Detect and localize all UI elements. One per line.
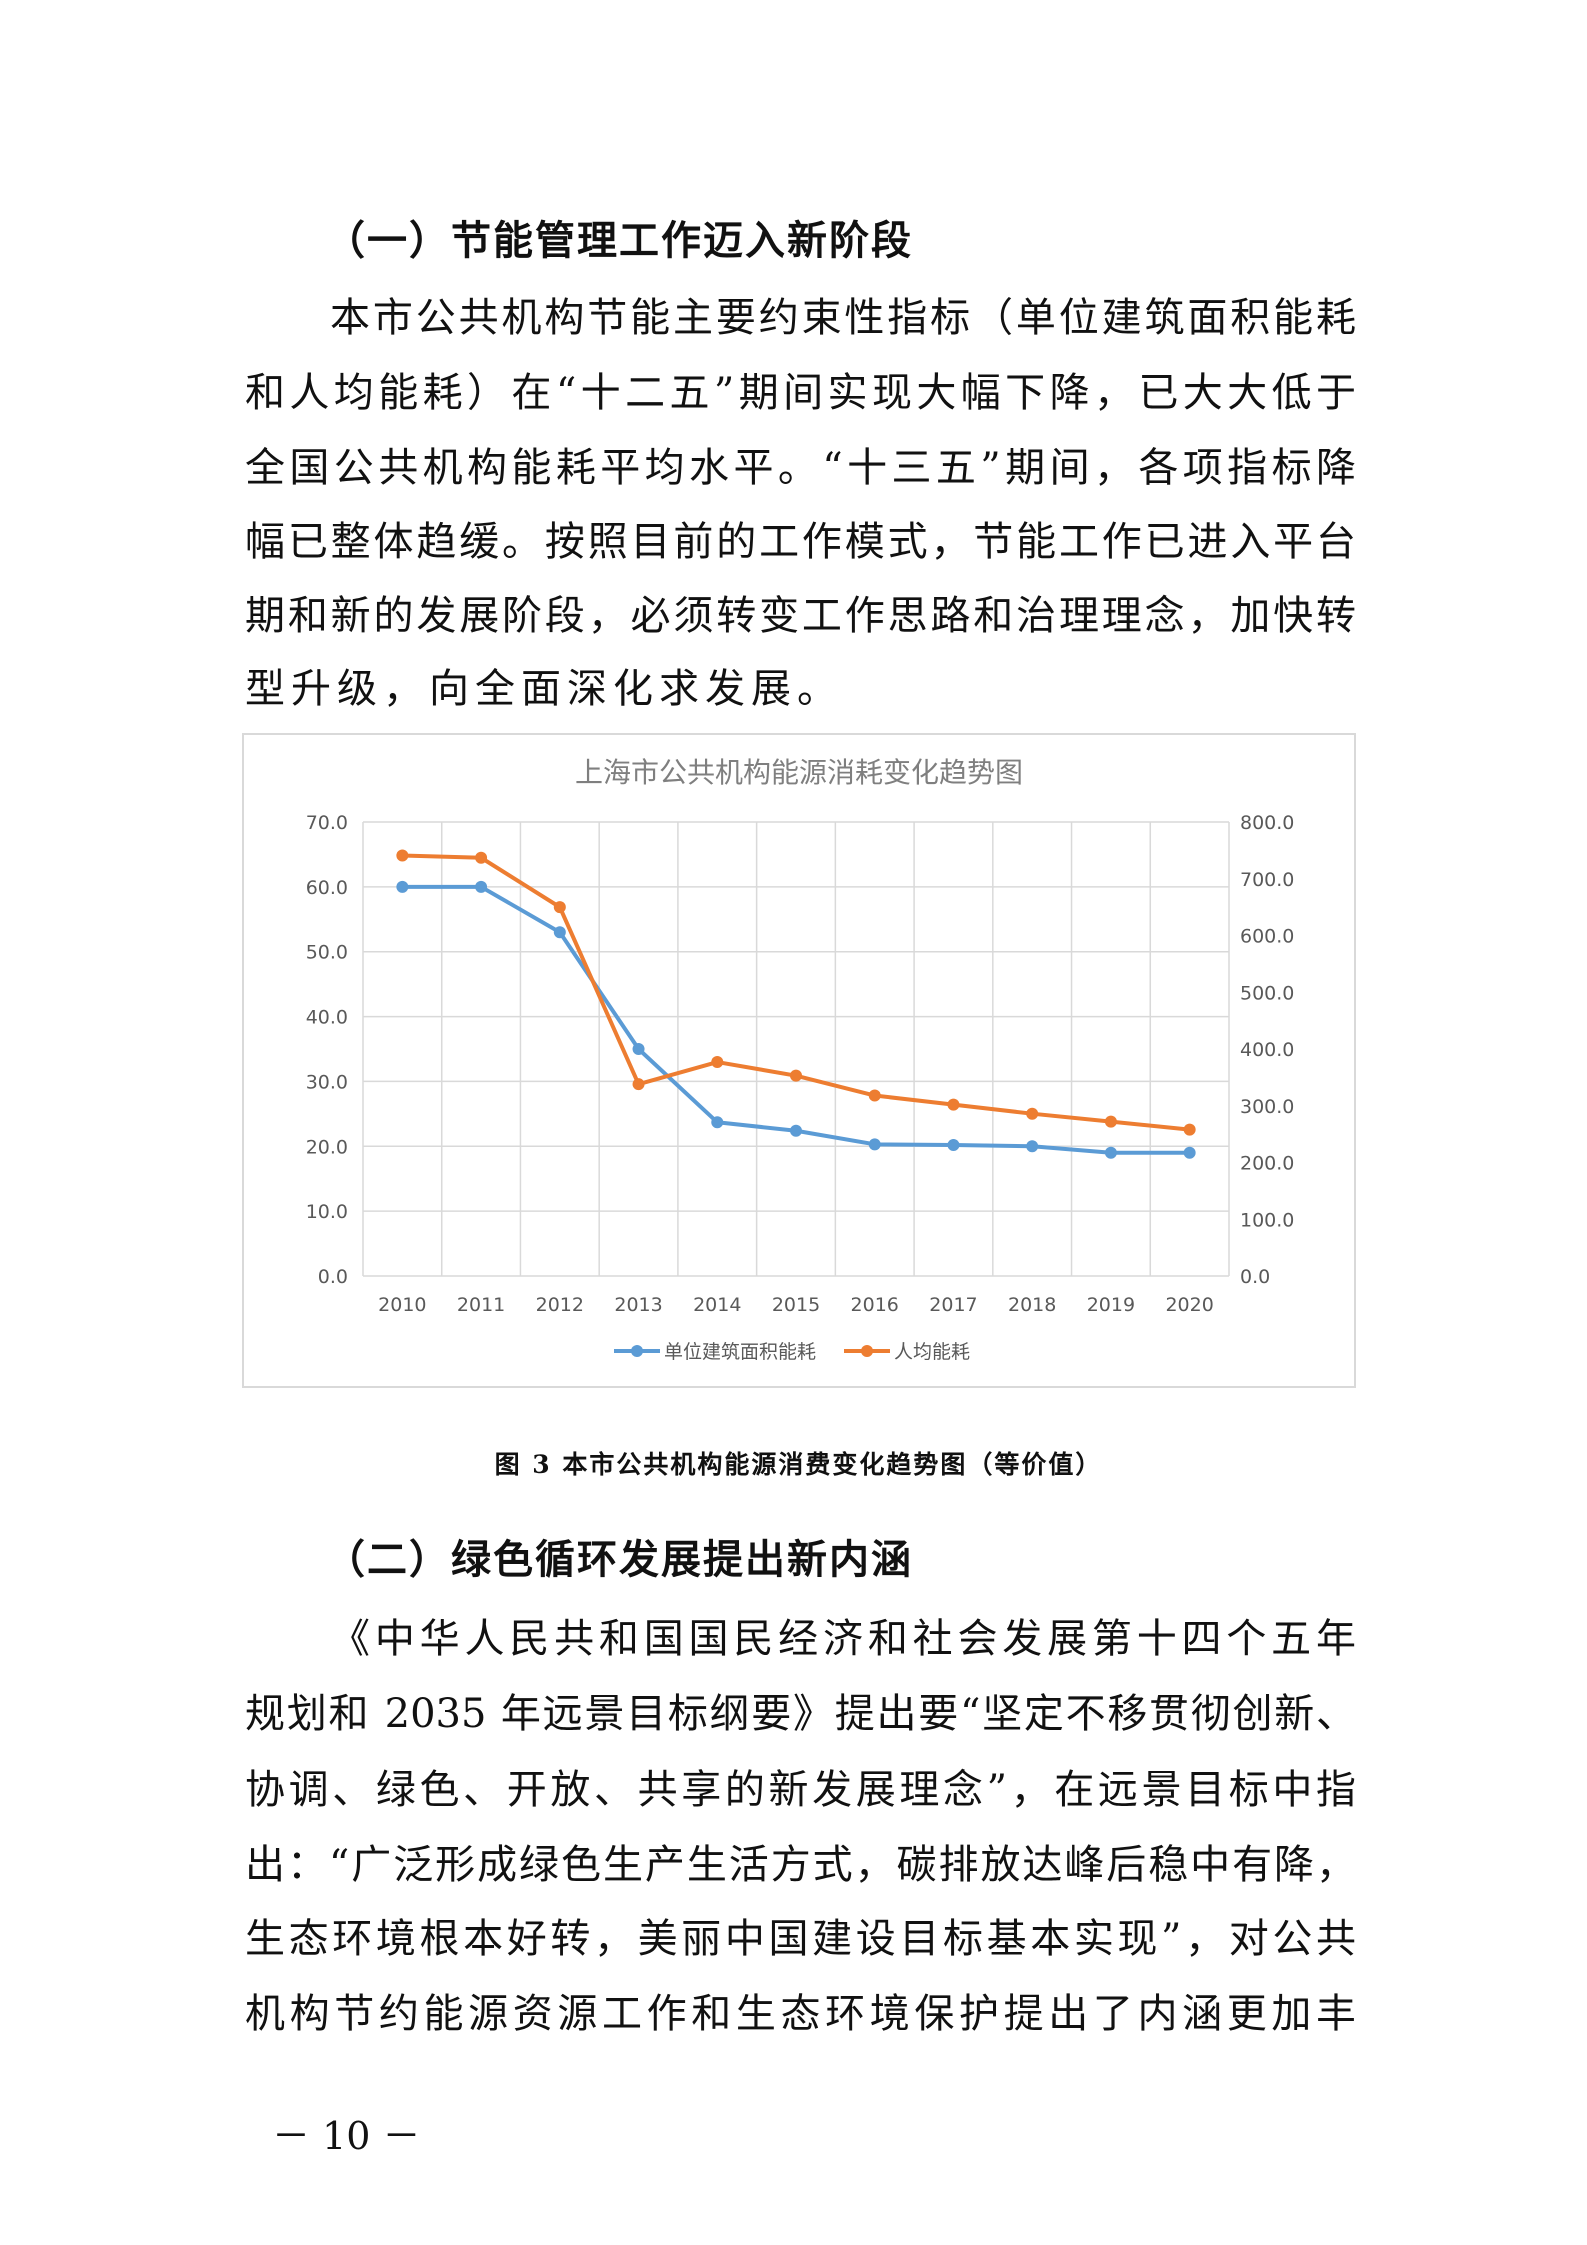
y-left-tick-label: 30.0 [306, 1071, 348, 1093]
data-point [790, 1069, 802, 1082]
y-right-tick-label: 300.0 [1240, 1096, 1294, 1118]
data-point [475, 880, 488, 893]
data-point [632, 1078, 645, 1091]
paragraph-line: 生态环境根本好转，美丽中国建设目标基本实现”，对公共 [245, 1916, 1356, 1962]
x-tick-label: 2013 [614, 1294, 662, 1316]
section-heading-1: （一）节能管理工作迈入新阶段 [325, 217, 913, 264]
y-right-tick-label: 200.0 [1240, 1153, 1294, 1175]
paragraph-line: 机构节约能源资源工作和生态环境保护提出了内涵更加丰 [245, 1991, 1356, 2037]
y-right-tick-label: 700.0 [1240, 869, 1294, 891]
data-point [1104, 1146, 1117, 1159]
paragraph-line: 期和新的发展阶段，必须转变工作思路和治理理念，加快转 [245, 593, 1356, 639]
chart-svg: 上海市公共机构能源消耗变化趋势图 0.0 10.0 20.0 30.0 40.0 50.0… [306, 756, 1295, 1363]
y-right-tick-label: 0.0 [1240, 1266, 1270, 1288]
paragraph-line: 规划和 2035 年远景目标纲要》提出要“坚定不移贯彻创新、 [245, 1691, 1356, 1737]
data-point [790, 1124, 802, 1137]
data-point [868, 1138, 881, 1151]
data-point [1026, 1140, 1039, 1153]
y-left-tick-label: 50.0 [306, 942, 348, 964]
y-right-tick-label: 800.0 [1240, 812, 1294, 834]
paragraph-line: 型升级，向全面深化求发展。 [245, 666, 843, 712]
y-left-tick-label: 10.0 [306, 1201, 348, 1223]
x-tick-label: 2011 [457, 1294, 505, 1316]
data-point [868, 1089, 881, 1102]
x-tick-label: 2016 [851, 1294, 899, 1316]
figure-caption: 图 3 本市公共机构能源消费变化趋势图（等价值） [494, 1450, 1103, 1479]
y-left-tick-label: 60.0 [306, 877, 348, 899]
legend-swatch-marker [631, 1345, 643, 1357]
y-left-tick-label: 0.0 [318, 1266, 348, 1288]
paragraph-line: 全国公共机构能耗平均水平。“十三五”期间，各项指标降 [245, 445, 1356, 491]
legend-swatch-marker [861, 1345, 873, 1357]
data-point [947, 1098, 960, 1111]
y-left-tick-label: 40.0 [306, 1007, 348, 1029]
legend-label: 单位建筑面积能耗 [664, 1341, 816, 1363]
y-right-tick-label: 400.0 [1240, 1039, 1294, 1061]
data-point [1183, 1146, 1196, 1159]
chart-title: 上海市公共机构能源消耗变化趋势图 [575, 756, 1023, 789]
legend-label: 人均能耗 [894, 1341, 970, 1363]
paragraph-line: 协调、绿色、开放、共享的新发展理念”，在远景目标中指 [245, 1767, 1356, 1813]
data-point [1183, 1123, 1196, 1136]
data-point [475, 851, 488, 864]
x-tick-label: 2010 [378, 1294, 426, 1316]
page-number: － 10 － [272, 2114, 421, 2158]
y-left-tick-label: 20.0 [306, 1136, 348, 1158]
chart: 上海市公共机构能源消耗变化趋势图 0.0 10.0 20.0 30.0 40.0 50.0… [242, 733, 1356, 1388]
data-point [1026, 1107, 1039, 1120]
y-right-tick-label: 500.0 [1240, 982, 1294, 1004]
paragraph-line: 《中华人民共和国国民经济和社会发展第十四个五年 [330, 1616, 1356, 1662]
data-point [553, 926, 566, 939]
data-point [553, 901, 566, 914]
paragraph-line: 幅已整体趋缓。按照目前的工作模式，节能工作已进入平台 [245, 519, 1356, 565]
y-right-tick-label: 600.0 [1240, 926, 1294, 948]
data-point [947, 1138, 960, 1151]
x-tick-label: 2015 [772, 1294, 820, 1316]
section-heading-2: （二）绿色循环发展提出新内涵 [325, 1536, 913, 1583]
paragraph-line: 出：“广泛形成绿色生产生活方式，碳排放达峰后稳中有降， [245, 1842, 1356, 1888]
data-point [1104, 1115, 1117, 1128]
data-point [711, 1056, 724, 1069]
data-point [632, 1043, 645, 1055]
data-point [396, 880, 409, 893]
data-point [711, 1116, 724, 1129]
y-right-tick-label: 100.0 [1240, 1209, 1294, 1231]
data-point [396, 849, 409, 862]
x-tick-label: 2012 [536, 1294, 584, 1316]
x-tick-label: 2014 [693, 1294, 741, 1316]
x-tick-label: 2018 [1008, 1294, 1056, 1316]
x-tick-label: 2020 [1165, 1294, 1213, 1316]
x-tick-label: 2019 [1087, 1294, 1135, 1316]
x-tick-label: 2017 [929, 1294, 977, 1316]
paragraph-line: 本市公共机构节能主要约束性指标（单位建筑面积能耗 [330, 295, 1356, 341]
paragraph-line: 和人均能耗）在“十二五”期间实现大幅下降，已大大低于 [245, 370, 1356, 416]
y-left-tick-label: 70.0 [306, 812, 348, 834]
